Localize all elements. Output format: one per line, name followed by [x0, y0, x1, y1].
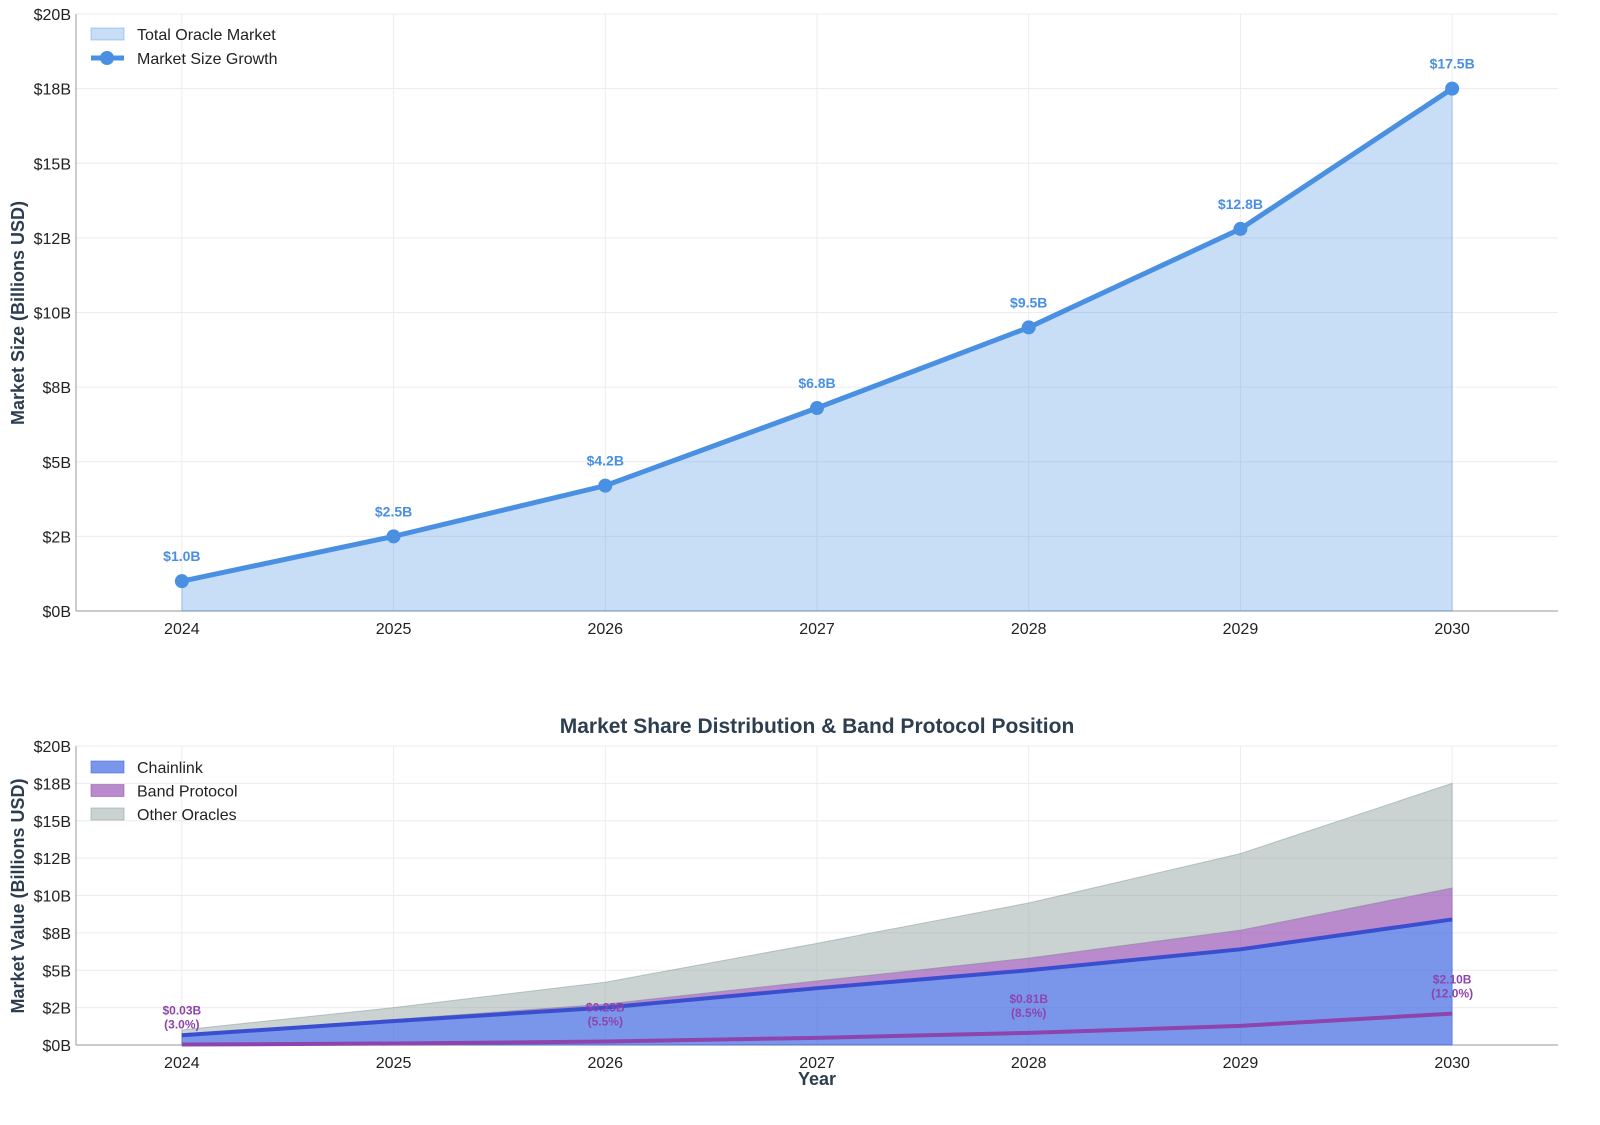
x-tick-label: 2027	[799, 621, 835, 638]
band-annotation-share: (3.0%)	[164, 1018, 199, 1032]
data-point	[174, 574, 189, 589]
x-tick-label: 2025	[376, 1055, 412, 1072]
legend-label: Total Oracle Market	[137, 27, 276, 44]
bottom-y-axis-label: Market Value (Billions USD)	[8, 778, 28, 1013]
data-point	[1233, 221, 1248, 236]
band-annotation-value: $0.23B	[586, 1001, 625, 1015]
y-tick-label: $8B	[43, 380, 71, 397]
x-tick-label: 2027	[799, 1055, 835, 1072]
market-share-chart: $0B $2B $5B $8B $10B $12B $15B $18B $20B 2024 2025…	[34, 739, 1558, 1072]
band-annotation-share: (8.5%)	[1011, 1006, 1046, 1020]
y-tick-label: $2B	[43, 529, 71, 546]
band-annotation-value: $2.10B	[1433, 973, 1472, 987]
y-tick-label: $8B	[43, 926, 71, 943]
band-annotation: $0.81B (8.5%)	[1009, 992, 1048, 1020]
y-tick-label: $18B	[34, 776, 71, 793]
x-tick-label: 2029	[1223, 621, 1259, 638]
x-tick-label: 2030	[1434, 1055, 1470, 1072]
legend-swatch	[90, 784, 125, 797]
x-tick-label: 2024	[164, 1055, 200, 1072]
x-tick-label: 2026	[587, 1055, 623, 1072]
data-point	[1021, 320, 1036, 335]
legend-label: Other Oracles	[137, 807, 237, 824]
x-tick-label: 2028	[1011, 621, 1047, 638]
line-chainlink	[181, 917, 1453, 1038]
data-point	[386, 529, 401, 544]
y-tick-label: $20B	[34, 739, 71, 756]
y-tick-label: $15B	[34, 814, 71, 831]
band-annotation-value: $0.81B	[1009, 992, 1048, 1006]
y-tick-label: $12B	[34, 231, 71, 248]
data-label: $9.5B	[1010, 294, 1047, 310]
data-label: $6.8B	[798, 375, 835, 391]
x-tick-label: 2025	[376, 621, 412, 638]
x-axis-label: Year	[798, 1069, 836, 1089]
x-tick-label: 2024	[164, 621, 200, 638]
data-point	[598, 478, 613, 493]
y-tick-label: $20B	[34, 7, 71, 24]
legend-label: Chainlink	[137, 760, 204, 777]
area-other-oracles	[181, 782, 1453, 1036]
band-annotation: $0.03B (3.0%)	[163, 1004, 202, 1032]
y-tick-label: $15B	[34, 156, 71, 173]
bottom-chart-title: Market Share Distribution & Band Protoco…	[560, 715, 1075, 738]
data-label: $17.5B	[1430, 56, 1475, 72]
y-tick-label: $0B	[43, 604, 71, 621]
data-point	[1445, 81, 1460, 96]
x-tick-label: 2030	[1434, 621, 1470, 638]
top-y-axis-label: Market Size (Billions USD)	[8, 201, 28, 425]
band-annotation: $2.10B (12.0%)	[1431, 973, 1473, 1001]
y-tick-label: $10B	[34, 889, 71, 906]
band-annotation-share: (5.5%)	[588, 1015, 623, 1029]
x-tick-label: 2029	[1223, 1055, 1259, 1072]
y-tick-label: $12B	[34, 851, 71, 868]
legend-label: Band Protocol	[137, 784, 238, 801]
legend-marker	[100, 51, 114, 65]
y-tick-label: $5B	[43, 963, 71, 980]
legend-swatch-total-oracle-market	[90, 27, 125, 41]
y-tick-label: $10B	[34, 306, 71, 323]
legend-swatch	[90, 807, 125, 821]
data-point	[810, 401, 824, 416]
x-tick-label: 2026	[587, 621, 623, 638]
band-annotation-share: (12.0%)	[1431, 987, 1473, 1001]
band-annotation-value: $0.03B	[163, 1004, 202, 1018]
total-market-chart: $0B $2B $5B $8B $10B $12B $15B $18B $20B 2024 2025…	[34, 7, 1558, 638]
line-band-protocol	[181, 1011, 1453, 1047]
legend-label: Market Size Growth	[137, 51, 277, 68]
y-tick-label: $0B	[43, 1038, 71, 1055]
y-tick-label: $18B	[34, 82, 71, 99]
data-label: $12.8B	[1218, 196, 1263, 212]
x-tick-label: 2028	[1011, 1055, 1047, 1072]
y-tick-label: $2B	[43, 1001, 71, 1018]
data-label: $1.0B	[163, 548, 200, 564]
data-label: $2.5B	[375, 503, 412, 519]
legend-swatch	[90, 760, 125, 774]
band-annotation: $0.23B (5.5%)	[586, 1001, 625, 1029]
data-label: $4.2B	[587, 453, 624, 469]
y-tick-label: $5B	[43, 455, 71, 472]
